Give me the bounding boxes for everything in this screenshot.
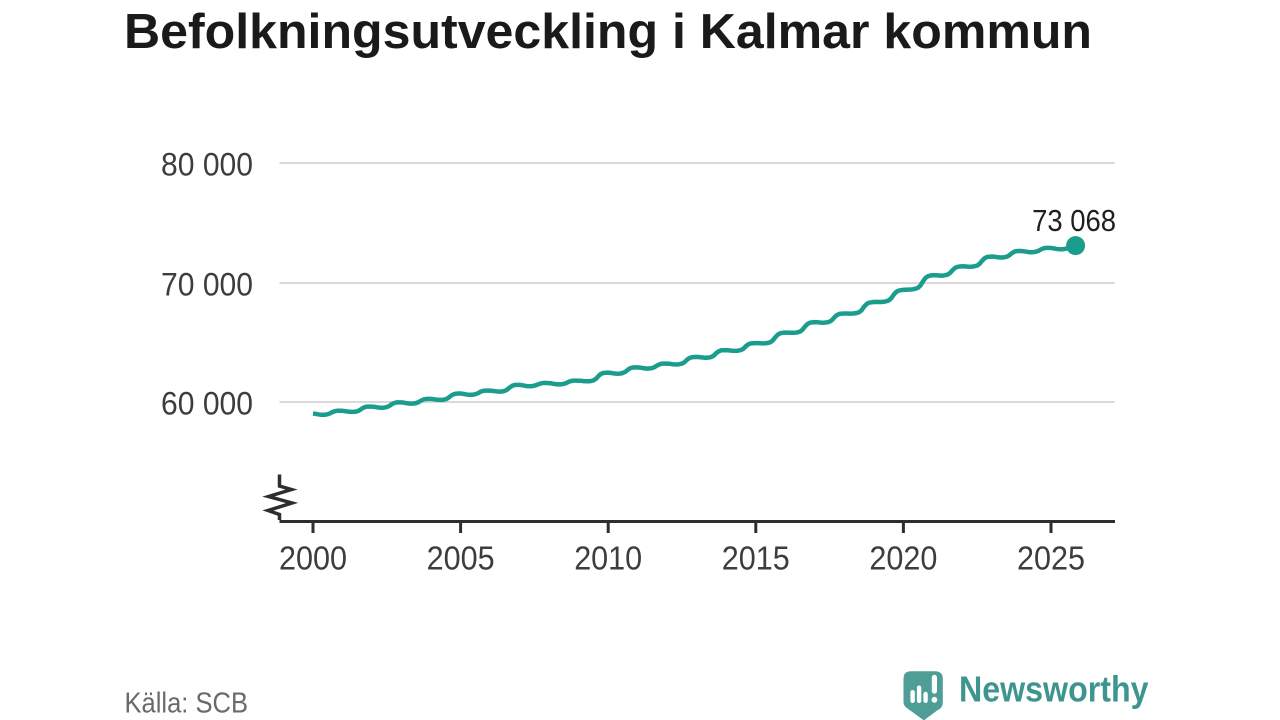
svg-text:2020: 2020 (869, 539, 937, 576)
svg-text:2010: 2010 (574, 539, 642, 576)
svg-text:2005: 2005 (427, 539, 495, 576)
svg-text:60 000: 60 000 (161, 385, 253, 421)
svg-text:2015: 2015 (722, 539, 790, 576)
svg-text:70 000: 70 000 (161, 266, 253, 302)
svg-text:2000: 2000 (279, 539, 347, 576)
svg-text:Newsworthy: Newsworthy (959, 669, 1149, 710)
svg-text:80 000: 80 000 (161, 146, 253, 182)
svg-text:Befolkningsutveckling i Kalmar: Befolkningsutveckling i Kalmar kommun (124, 5, 1092, 59)
svg-text:Källa: SCB: Källa: SCB (125, 688, 249, 720)
svg-text:73 068: 73 068 (1032, 203, 1116, 238)
svg-text:2025: 2025 (1017, 539, 1085, 576)
